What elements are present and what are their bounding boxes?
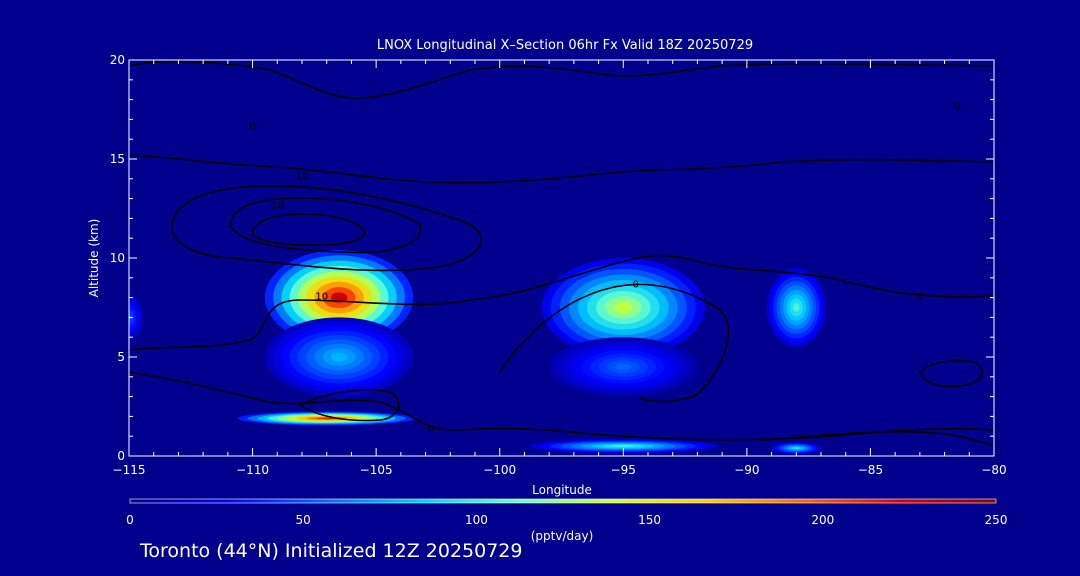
x-tick-label: −105 [360, 463, 393, 477]
contour-label: 0 [427, 424, 433, 435]
contour-line [129, 60, 994, 99]
heatmap-level [792, 303, 800, 312]
contour-line [129, 254, 994, 351]
cell-east [766, 267, 826, 348]
colorbar-tick-label: 200 [811, 513, 834, 527]
contour-line [299, 388, 400, 422]
footer-caption: Toronto (44°N) Initialized 12Z 20250729 [140, 540, 523, 562]
colorbar-tick-label: 0 [126, 513, 134, 527]
heatmap-level [793, 447, 800, 449]
contour-line [919, 359, 983, 388]
contour-line [759, 430, 994, 447]
y-axis: 0 5 10 15 20 [110, 53, 994, 463]
contour-label: 20 [271, 201, 284, 212]
x-tick-label: −95 [611, 463, 636, 477]
x-tick-label: −90 [734, 463, 759, 477]
colorbar-tick-label: 50 [296, 513, 311, 527]
cell-west-lower [264, 317, 414, 397]
contour-line [129, 154, 994, 184]
x-axis-label: Longitude [532, 483, 592, 497]
x-tick-label: −80 [981, 463, 1006, 477]
plot-background [129, 60, 994, 456]
contour-label: 0 [632, 280, 638, 291]
y-tick-label: 20 [110, 53, 125, 67]
contour-label: 0 [954, 102, 960, 113]
cell-east-surface [771, 442, 821, 455]
colorbar-tick-label: 250 [985, 513, 1008, 527]
y-tick-label: 15 [110, 152, 125, 166]
colorbar-label: (pptv/day) [531, 529, 594, 543]
contour-label: 0 [249, 121, 255, 132]
y-axis-label: Altitude (km) [87, 219, 101, 298]
x-axis: −115 −110 −105 −100 −95 −90 −85 −80 [113, 60, 1007, 477]
heatmap-level [330, 352, 348, 362]
contour-line [499, 283, 730, 403]
heatmap-level [615, 363, 632, 371]
contour-labels-layer: 0 10 20 10 0 0 0 0 [249, 102, 960, 436]
x-tick-label: −110 [236, 463, 269, 477]
heatmap-level [614, 302, 633, 313]
y-tick-label: 0 [117, 449, 125, 463]
colorbar: 0 50 100 150 200 250 (pptv/day) [126, 498, 1007, 543]
colorbar-tick-label: 100 [465, 513, 488, 527]
colorbar-ticks: 0 50 100 150 200 250 [126, 513, 1007, 527]
y-tick-label: 5 [117, 350, 125, 364]
cell-central-low [549, 337, 698, 397]
contour-line [251, 213, 366, 246]
heatmap-level [612, 445, 634, 447]
cell-west-upper [264, 250, 414, 346]
contour-label: 0 [917, 292, 923, 303]
contour-line [171, 185, 482, 272]
heatmap-cells-layer [129, 250, 826, 455]
contour-line [229, 197, 422, 254]
chart-title: LNOX Longitudinal X–Section 06hr Fx Vali… [377, 38, 753, 53]
x-tick-label: −85 [858, 463, 883, 477]
contour-label: 10 [296, 171, 309, 182]
x-tick-label: −100 [483, 463, 516, 477]
cell-surface-band [529, 439, 718, 454]
y-tick-label: 10 [110, 251, 125, 265]
cell-west-edge [129, 293, 144, 342]
plot-area: 0 10 20 10 0 0 0 0 [129, 60, 994, 456]
colorbar-bar [129, 498, 997, 504]
contour-line [129, 371, 994, 441]
x-tick-label: −115 [113, 463, 146, 477]
colorbar-tick-label: 150 [638, 513, 661, 527]
contour-label: 10 [315, 292, 328, 303]
contour-lines [129, 60, 994, 447]
